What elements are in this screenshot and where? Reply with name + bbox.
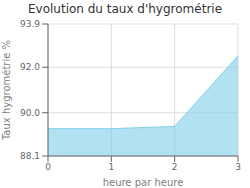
svg-text:2: 2 — [172, 162, 178, 172]
svg-text:heure par heure: heure par heure — [103, 177, 184, 188]
svg-text:93.9: 93.9 — [20, 19, 40, 29]
svg-text:0: 0 — [45, 162, 51, 172]
svg-text:90.0: 90.0 — [20, 108, 40, 118]
svg-text:88.1: 88.1 — [20, 151, 40, 161]
html-text:Evolution du taux d'hygrométri: Evolution du taux d'hygrométrie — [28, 2, 222, 16]
svg-text:1: 1 — [108, 162, 114, 172]
svg-text:Taux hygrométrie %: Taux hygrométrie % — [8, 40, 12, 141]
svg-text:3: 3 — [235, 162, 241, 172]
svg-text:92.0: 92.0 — [20, 62, 40, 72]
